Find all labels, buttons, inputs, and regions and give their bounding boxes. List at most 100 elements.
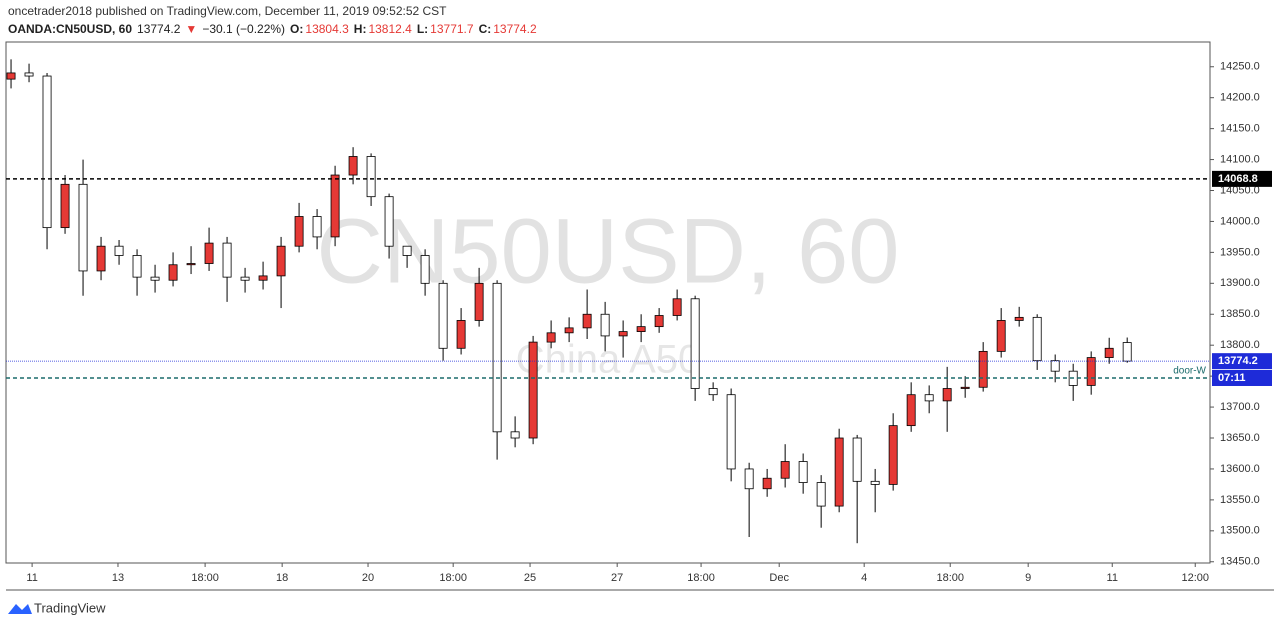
y-tick-label: 13600.0: [1220, 463, 1260, 475]
candle-body: [834, 437, 844, 507]
legend-item: 13812.4: [368, 22, 412, 36]
candle-body: [816, 482, 826, 507]
h-line-label: 14068.8: [1218, 173, 1258, 185]
candle-body: [672, 298, 682, 316]
candle-body: [582, 313, 592, 329]
x-tick-label: 12:00: [1181, 572, 1209, 584]
y-tick-label: 13700.0: [1220, 401, 1260, 413]
candle-body: [366, 156, 376, 198]
candle-body: [114, 245, 124, 256]
x-tick-label: 27: [611, 572, 623, 584]
candle-body: [852, 437, 862, 482]
h-line-label-box: [1212, 170, 1272, 187]
candle-body: [240, 276, 250, 281]
candle-body: [24, 72, 34, 77]
legend-item: L:: [417, 22, 428, 36]
candle-body: [906, 394, 916, 427]
legend-item: ▼: [185, 22, 197, 36]
y-tick-label: 14100.0: [1220, 153, 1260, 165]
logo: [8, 604, 32, 614]
candle-body: [168, 264, 178, 281]
candle-body: [1122, 342, 1132, 362]
legend-item: 13774.2: [137, 22, 181, 36]
candle-body: [474, 282, 484, 321]
candle-body: [1050, 360, 1060, 372]
candle-body: [438, 282, 448, 349]
watermark: CN50USD, 60: [317, 200, 900, 302]
h-line-name: door-W: [1173, 366, 1206, 377]
candle-body: [636, 326, 646, 332]
candle-body: [312, 216, 322, 238]
legend-item: OANDA:CN50USD, 60: [8, 22, 132, 36]
candle-body: [654, 315, 664, 328]
candle-body: [294, 216, 304, 247]
candle-body: [618, 331, 628, 337]
candle-body: [150, 276, 160, 281]
candle-body: [186, 263, 196, 266]
candle-body: [402, 245, 412, 256]
candle-body: [492, 282, 502, 433]
candle-body: [348, 156, 358, 176]
y-tick-label: 13550.0: [1220, 494, 1260, 506]
candle-body: [888, 425, 898, 485]
h-line-label-box: [1212, 369, 1272, 386]
candle-body: [42, 75, 52, 229]
publisher: oncetrader2018 published on TradingView.…: [8, 4, 447, 18]
candle-body: [744, 468, 754, 490]
h-line-label: 07:11: [1218, 372, 1246, 384]
y-tick-label: 14050.0: [1220, 184, 1260, 196]
x-tick-label: 9: [1025, 572, 1031, 584]
candle-body: [780, 461, 790, 479]
candle-body: [204, 242, 214, 264]
candle-body: [690, 298, 700, 389]
candle-body: [96, 245, 106, 272]
candle-body: [762, 477, 772, 490]
x-tick-label: 18:00: [687, 572, 715, 584]
candle-body: [60, 183, 70, 229]
x-tick-label: 11: [26, 572, 37, 584]
candle-body: [330, 174, 340, 238]
candle-body: [960, 386, 970, 389]
legend: OANDA:CN50USD, 60 13774.2 ▼ −30.1 (−0.22%) O…: [8, 22, 537, 36]
y-tick-label: 13450.0: [1220, 556, 1260, 568]
x-tick-label: 18:00: [191, 572, 219, 584]
candle-body: [6, 72, 16, 80]
candle-body: [456, 320, 466, 349]
y-tick-label: 14150.0: [1220, 123, 1260, 135]
candle-body: [1032, 316, 1042, 362]
y-tick-label: 13800.0: [1220, 339, 1260, 351]
legend-item: O:: [290, 22, 303, 36]
candle-body: [510, 431, 520, 439]
candle-body: [726, 394, 736, 470]
candle-body: [996, 320, 1006, 352]
candle-body: [870, 480, 880, 485]
x-tick-label: 18:00: [936, 572, 964, 584]
candle-body: [258, 275, 268, 281]
candle-body: [978, 350, 988, 388]
candle-body: [1086, 357, 1096, 386]
x-tick-label: 25: [524, 572, 536, 584]
y-tick-label: 13850.0: [1220, 308, 1260, 320]
candle-body: [1014, 316, 1024, 321]
y-tick-label: 13900.0: [1220, 277, 1260, 289]
candle-body: [600, 313, 610, 337]
candle-body: [564, 327, 574, 334]
y-tick-label: 14250.0: [1220, 61, 1260, 73]
y-tick-label: 13650.0: [1220, 432, 1260, 444]
x-tick-label: 20: [362, 572, 374, 584]
legend-item: 13771.7: [430, 22, 474, 36]
candle-body: [708, 388, 718, 396]
watermark-sub: China A50: [516, 338, 701, 382]
legend-item: 13774.2: [493, 22, 537, 36]
candle-body: [546, 332, 556, 343]
legend-item: −30.1 (−0.22%): [202, 22, 285, 36]
plot-frame: [5, 41, 1211, 564]
legend-item: H:: [354, 22, 367, 36]
x-tick-label: 18: [276, 572, 288, 584]
h-line-label-box: [1212, 353, 1272, 370]
candle-body: [132, 255, 142, 278]
candle-body: [798, 461, 808, 483]
candle-body: [276, 245, 286, 277]
candle-body: [420, 255, 430, 284]
